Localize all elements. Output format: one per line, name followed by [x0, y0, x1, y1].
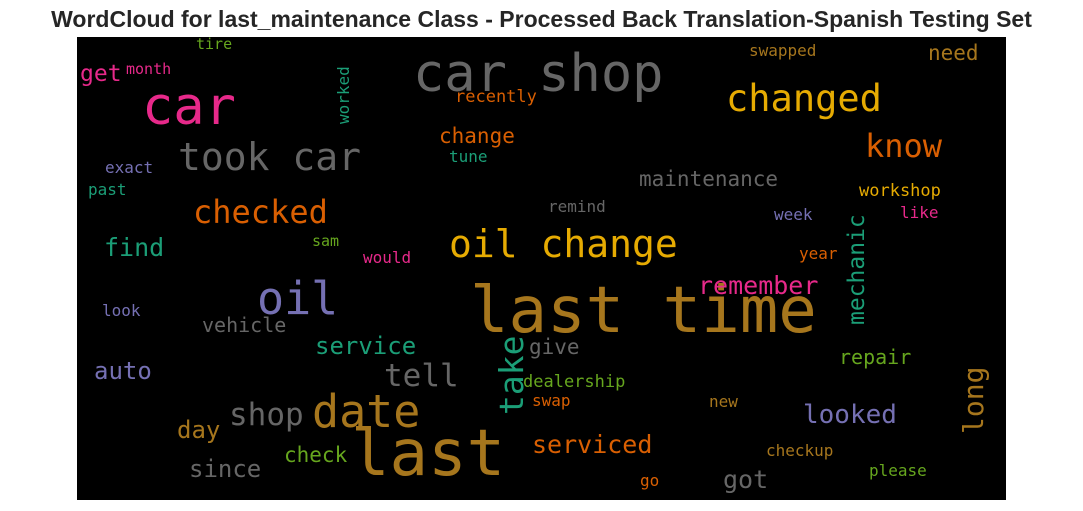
- word-tire: tire: [196, 37, 233, 53]
- word-looked: looked: [803, 400, 897, 430]
- word-go: go: [640, 471, 660, 490]
- word-know: know: [865, 127, 943, 165]
- word-took-car: took car: [178, 135, 362, 179]
- word-need: need: [928, 41, 979, 65]
- word-tune: tune: [449, 147, 488, 166]
- word-month: month: [126, 60, 172, 78]
- word-mechanic: mechanic: [844, 214, 870, 326]
- word-give: give: [529, 335, 580, 359]
- wordcloud-canvas: last time last car shop car oil change date ch…: [77, 37, 1006, 500]
- word-got: got: [723, 465, 769, 494]
- word-day: day: [177, 416, 221, 444]
- word-workshop: workshop: [859, 181, 941, 201]
- word-last: last: [351, 417, 506, 491]
- word-checked: checked: [193, 193, 328, 231]
- word-please: please: [869, 461, 927, 480]
- word-service: service: [315, 332, 417, 360]
- word-oil: oil: [257, 272, 339, 325]
- word-past: past: [88, 180, 127, 199]
- word-changed: changed: [726, 77, 882, 120]
- word-find: find: [104, 233, 165, 262]
- word-get: get: [80, 61, 122, 87]
- word-dealership: dealership: [523, 372, 626, 392]
- chart-title: WordCloud for last_maintenance Class - P…: [51, 6, 1032, 32]
- word-repair: repair: [839, 345, 912, 369]
- word-would: would: [363, 248, 412, 267]
- word-maintenance: maintenance: [639, 167, 779, 191]
- word-exact: exact: [105, 158, 154, 177]
- word-car-shop: car shop: [413, 44, 664, 104]
- word-swapped: swapped: [749, 41, 817, 60]
- word-year: year: [799, 244, 838, 263]
- word-last-time: last time: [470, 274, 817, 348]
- word-tell: tell: [384, 358, 459, 394]
- word-worked: worked: [334, 65, 353, 124]
- word-shop: shop: [229, 397, 304, 433]
- word-date: date: [312, 385, 421, 438]
- word-auto: auto: [94, 357, 152, 385]
- word-checkup: checkup: [766, 441, 834, 460]
- word-change: change: [439, 124, 515, 148]
- word-oil-change: oil change: [449, 222, 678, 266]
- word-vehicle: vehicle: [202, 313, 287, 337]
- word-look: look: [102, 301, 141, 320]
- word-like: like: [900, 203, 939, 222]
- word-recently: recently: [455, 87, 537, 107]
- word-remind: remind: [548, 197, 606, 216]
- word-sam: sam: [312, 232, 340, 250]
- word-since: since: [189, 455, 262, 483]
- word-swap: swap: [532, 391, 571, 410]
- word-week: week: [774, 205, 813, 224]
- word-long: long: [957, 366, 990, 435]
- word-new: new: [709, 392, 738, 411]
- word-serviced: serviced: [532, 430, 653, 459]
- word-check: check: [284, 443, 348, 467]
- word-remember: remember: [698, 271, 819, 300]
- word-car: car: [142, 77, 236, 137]
